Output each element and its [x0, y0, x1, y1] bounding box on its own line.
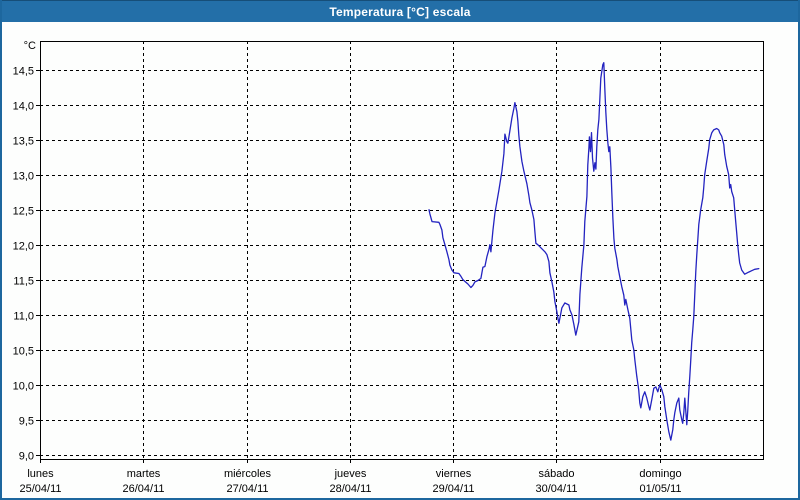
y-tick-label: 11,0 [13, 311, 34, 323]
x-date-label: 30/04/11 [535, 483, 577, 495]
x-date-label: 27/04/11 [226, 483, 268, 495]
x-date-label: 28/04/11 [329, 483, 371, 495]
series-line [428, 62, 760, 441]
y-tick-label: 10,5 [13, 346, 34, 358]
y-tick-label: 14,5 [13, 66, 34, 78]
x-day-label: miércoles [224, 468, 272, 480]
y-tick-label: 9,5 [19, 416, 34, 428]
window-titlebar: Temperatura [°C] escala [2, 0, 798, 22]
y-tick-label: 14,0 [13, 101, 34, 113]
x-day-label: domingo [639, 468, 681, 480]
x-date-label: 25/04/11 [19, 483, 61, 495]
y-tick-label: 13,5 [13, 136, 34, 148]
y-tick-label: 11,5 [13, 276, 34, 288]
window-title: Temperatura [°C] escala [329, 4, 471, 19]
y-tick-label: 12,0 [13, 241, 34, 253]
x-day-label: jueves [334, 468, 367, 480]
y-axis-unit-label: °C [24, 40, 36, 52]
x-date-label: 01/05/11 [639, 483, 681, 495]
y-tick-label: 12,5 [13, 206, 34, 218]
x-date-label: 29/04/11 [432, 483, 474, 495]
plot-border [40, 41, 764, 460]
y-tick-label: 9,0 [19, 451, 34, 463]
y-tick-label: 10,0 [13, 381, 34, 393]
x-day-label: viernes [436, 468, 472, 480]
y-tick-label: 13,0 [13, 171, 34, 183]
x-day-label: sábado [538, 468, 574, 480]
x-day-label: lunes [27, 468, 54, 480]
x-date-label: 26/04/11 [122, 483, 164, 495]
x-day-label: martes [127, 468, 161, 480]
